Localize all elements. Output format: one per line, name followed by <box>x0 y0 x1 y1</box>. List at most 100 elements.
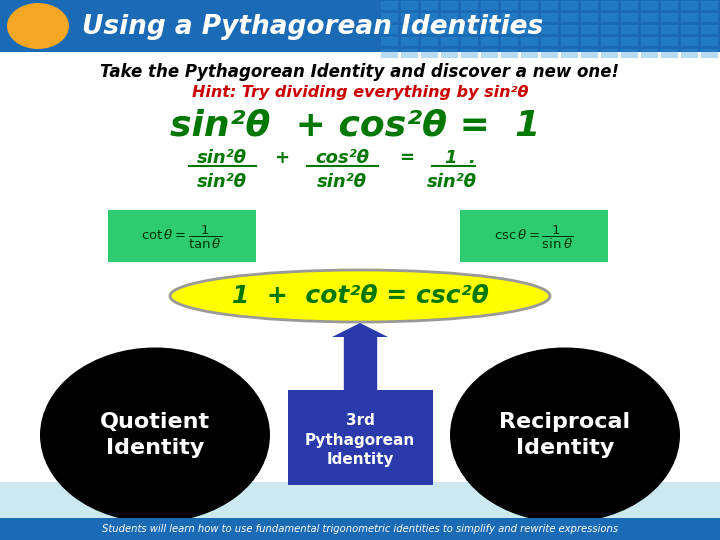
Bar <box>521 25 538 34</box>
Bar <box>381 1 398 10</box>
Bar <box>501 13 518 22</box>
Bar <box>381 49 398 58</box>
Bar <box>441 1 458 10</box>
Bar <box>0 52 720 482</box>
Bar <box>421 49 438 58</box>
Bar <box>681 37 698 46</box>
Bar <box>441 25 458 34</box>
Bar <box>601 13 618 22</box>
Text: Quotient
Identity: Quotient Identity <box>100 412 210 458</box>
Bar <box>581 1 598 10</box>
Bar <box>461 25 478 34</box>
Bar <box>621 37 638 46</box>
Bar <box>561 25 578 34</box>
Bar <box>0 0 720 52</box>
Text: sin²θ: sin²θ <box>197 173 247 191</box>
Bar <box>421 1 438 10</box>
Text: .: . <box>469 149 475 167</box>
Text: 1: 1 <box>444 149 456 167</box>
Bar <box>681 1 698 10</box>
Bar <box>561 13 578 22</box>
Bar <box>381 13 398 22</box>
Bar <box>621 25 638 34</box>
Text: Students will learn how to use fundamental trigonometric identities to simplify : Students will learn how to use fundament… <box>102 524 618 534</box>
Bar <box>441 13 458 22</box>
Bar <box>441 49 458 58</box>
Bar <box>641 13 658 22</box>
Bar <box>481 1 498 10</box>
Polygon shape <box>344 337 376 390</box>
Text: cos²θ: cos²θ <box>315 149 369 167</box>
Bar <box>601 49 618 58</box>
Bar <box>601 25 618 34</box>
Bar <box>501 49 518 58</box>
Bar <box>681 49 698 58</box>
Bar <box>461 1 478 10</box>
Bar <box>561 37 578 46</box>
Bar <box>541 37 558 46</box>
Text: sin²θ: sin²θ <box>317 173 367 191</box>
Text: Using a Pythagorean Identities: Using a Pythagorean Identities <box>82 14 544 40</box>
Bar <box>561 49 578 58</box>
Text: Reciprocal
Identity: Reciprocal Identity <box>500 412 631 458</box>
Text: Take the Pythagorean Identity and discover a new one!: Take the Pythagorean Identity and discov… <box>100 63 620 81</box>
Bar <box>401 1 418 10</box>
Bar <box>0 518 720 540</box>
Bar <box>541 49 558 58</box>
Text: $\csc\theta = \dfrac{1}{\sin\theta}$: $\csc\theta = \dfrac{1}{\sin\theta}$ <box>495 224 574 251</box>
Bar <box>481 49 498 58</box>
Text: Hint: Try dividing everything by sin²θ: Hint: Try dividing everything by sin²θ <box>192 84 528 99</box>
Bar <box>108 210 256 262</box>
Bar <box>621 1 638 10</box>
Bar <box>581 25 598 34</box>
Text: =: = <box>400 149 415 167</box>
Bar <box>501 1 518 10</box>
Bar <box>481 25 498 34</box>
Bar <box>401 25 418 34</box>
Bar <box>701 13 718 22</box>
Bar <box>701 37 718 46</box>
Bar <box>461 49 478 58</box>
Bar <box>541 25 558 34</box>
Bar <box>401 37 418 46</box>
Bar <box>641 37 658 46</box>
Bar <box>661 37 678 46</box>
Bar <box>661 25 678 34</box>
Text: sin²θ: sin²θ <box>197 149 247 167</box>
Text: $\cot\theta = \dfrac{1}{\tan\theta}$: $\cot\theta = \dfrac{1}{\tan\theta}$ <box>141 224 222 251</box>
Bar <box>521 13 538 22</box>
Text: sin²θ  + cos²θ =  1: sin²θ + cos²θ = 1 <box>170 108 540 142</box>
Bar <box>701 25 718 34</box>
Bar <box>621 49 638 58</box>
Bar <box>441 37 458 46</box>
Bar <box>561 1 578 10</box>
Bar <box>581 37 598 46</box>
Bar <box>521 49 538 58</box>
Bar <box>501 25 518 34</box>
Bar <box>401 13 418 22</box>
Bar <box>581 13 598 22</box>
Ellipse shape <box>450 348 680 523</box>
Bar <box>501 37 518 46</box>
Ellipse shape <box>40 348 270 523</box>
FancyBboxPatch shape <box>288 390 433 485</box>
Bar <box>381 25 398 34</box>
Polygon shape <box>332 323 388 337</box>
Bar <box>421 13 438 22</box>
Bar <box>701 49 718 58</box>
Bar <box>381 37 398 46</box>
Bar <box>641 1 658 10</box>
Bar <box>681 25 698 34</box>
Ellipse shape <box>7 3 69 49</box>
Bar <box>521 1 538 10</box>
Bar <box>701 1 718 10</box>
Bar <box>460 210 608 262</box>
Text: +: + <box>274 149 289 167</box>
Bar <box>661 49 678 58</box>
Bar <box>641 49 658 58</box>
Bar <box>461 37 478 46</box>
Text: sin²θ: sin²θ <box>427 173 477 191</box>
Text: 1  +  cot²θ = csc²θ: 1 + cot²θ = csc²θ <box>232 284 488 308</box>
Bar <box>661 1 678 10</box>
Bar <box>621 13 638 22</box>
